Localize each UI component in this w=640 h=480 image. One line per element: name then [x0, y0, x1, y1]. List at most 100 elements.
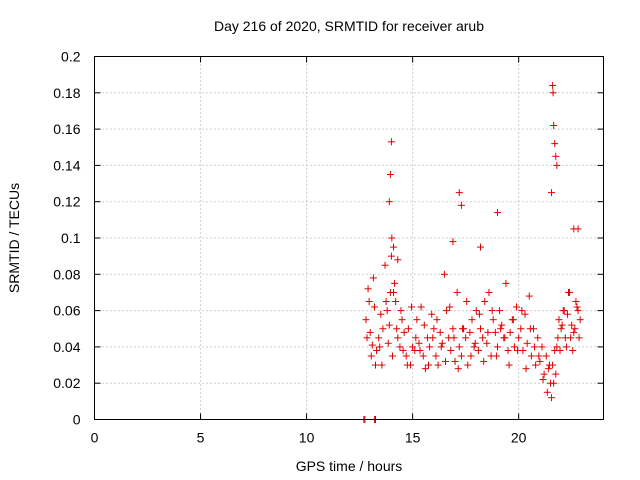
chart-title: Day 216 of 2020, SRMTID for receiver aru…	[214, 18, 484, 34]
data-point	[386, 170, 394, 178]
data-point	[506, 328, 514, 336]
data-point	[501, 334, 509, 342]
data-point	[399, 347, 407, 355]
data-point	[557, 325, 565, 333]
data-point	[467, 352, 475, 360]
data-point	[449, 325, 457, 333]
data-point	[522, 365, 530, 373]
data-point	[462, 334, 470, 342]
data-point	[370, 303, 378, 311]
data-point	[446, 303, 454, 311]
data-point	[538, 343, 546, 351]
data-point	[432, 352, 440, 360]
data-point	[420, 321, 428, 329]
data-point	[475, 310, 483, 318]
data-point	[433, 316, 441, 324]
data-point	[466, 328, 474, 336]
data-point	[523, 339, 531, 347]
data-point	[540, 370, 548, 378]
data-point	[497, 325, 505, 333]
data-point	[437, 343, 445, 351]
data-point	[402, 352, 410, 360]
data-point	[393, 325, 401, 333]
data-point	[525, 292, 533, 300]
data-point	[502, 279, 510, 287]
data-point	[416, 347, 424, 355]
x-tick-label: 5	[197, 430, 205, 446]
y-tick-label: 0.02	[53, 375, 80, 391]
data-point	[394, 256, 402, 264]
data-point	[453, 288, 461, 296]
data-point	[366, 328, 374, 336]
data-point	[532, 361, 540, 369]
data-point	[385, 198, 393, 206]
y-tick-label: 0.08	[53, 266, 80, 282]
data-point	[367, 352, 375, 360]
data-point	[408, 303, 416, 311]
data-point	[441, 357, 449, 365]
data-point	[493, 343, 501, 351]
data-point	[386, 288, 394, 296]
data-point	[548, 394, 556, 402]
data-point	[474, 347, 482, 355]
data-point	[450, 334, 458, 342]
data-point	[383, 307, 391, 315]
data-point	[517, 325, 525, 333]
data-point	[428, 310, 436, 318]
data-point	[518, 307, 526, 315]
data-point	[553, 343, 561, 351]
data-point	[369, 274, 377, 282]
data-point	[576, 316, 584, 324]
data-point	[555, 316, 563, 324]
data-point	[471, 339, 479, 347]
y-axis-label: SRMTID / TECUs	[6, 183, 22, 293]
data-point	[373, 347, 381, 355]
y-tick-label: 0.14	[53, 157, 80, 173]
data-point	[391, 279, 399, 287]
data-point	[364, 285, 372, 293]
y-tick-label: 0.06	[53, 303, 80, 319]
data-point	[552, 152, 560, 160]
data-point	[574, 307, 582, 315]
data-point	[385, 321, 393, 329]
data-point	[521, 310, 529, 318]
data-point	[570, 328, 578, 336]
data-point	[387, 138, 395, 146]
y-tick-label: 0	[73, 412, 81, 428]
data-point	[372, 361, 380, 369]
data-point	[481, 298, 489, 306]
data-point	[409, 343, 417, 351]
data-point	[464, 361, 472, 369]
data-point	[384, 339, 392, 347]
data-point	[527, 352, 535, 360]
data-point	[562, 343, 570, 351]
x-tick-label: 10	[299, 430, 315, 446]
data-point	[488, 307, 496, 315]
data-point	[429, 334, 437, 342]
data-point	[426, 343, 434, 351]
data-point	[396, 343, 404, 351]
x-axis-label: GPS time / hours	[296, 458, 403, 474]
data-point	[510, 343, 518, 351]
data-point	[552, 370, 560, 378]
data-point	[472, 307, 480, 315]
data-point	[398, 316, 406, 324]
data-point	[535, 352, 543, 360]
data-point	[381, 261, 389, 269]
data-point	[526, 325, 534, 333]
plot-frame	[94, 56, 604, 420]
scatter-points	[360, 82, 584, 423]
data-point	[454, 365, 462, 373]
data-point	[536, 357, 544, 365]
y-tick-label: 0.04	[53, 339, 80, 355]
x-tick-label: 15	[405, 430, 421, 446]
data-point	[553, 161, 561, 169]
data-point	[421, 365, 429, 373]
data-point	[403, 361, 411, 369]
data-point	[483, 339, 491, 347]
data-point	[480, 357, 488, 365]
data-point	[379, 325, 387, 333]
data-point	[572, 298, 580, 306]
data-point	[419, 352, 427, 360]
